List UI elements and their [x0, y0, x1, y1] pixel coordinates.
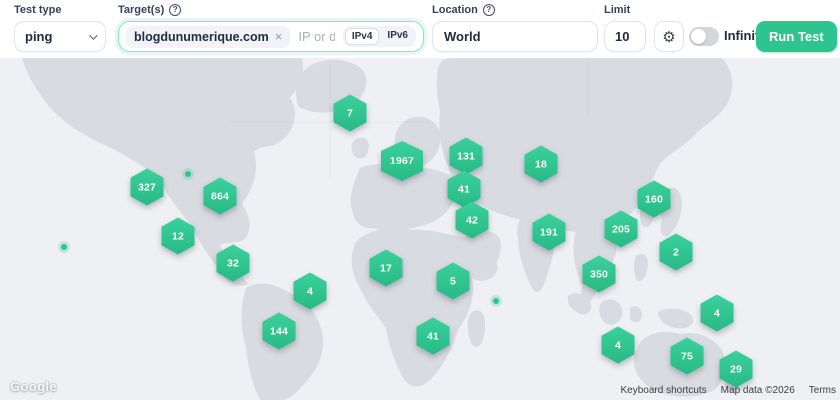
probe-count: 1967 — [381, 141, 423, 181]
target-label: Target(s) ? — [118, 3, 424, 17]
location-value: World — [444, 29, 481, 44]
location-label-text: Location — [432, 4, 478, 16]
target-input[interactable]: blogdunumerique.com × IP or domain IPv4 … — [118, 21, 424, 52]
probe-count: 41 — [416, 317, 450, 355]
limit-label: Limit — [604, 4, 631, 16]
probe-marker[interactable]: 2 — [659, 233, 693, 271]
probe-marker[interactable]: 75 — [670, 337, 704, 375]
test-toolbar: Test type ping Target(s) ? blogdunumeriq… — [0, 0, 840, 58]
probe-count: 12 — [161, 217, 195, 255]
probe-marker[interactable]: 4 — [601, 326, 635, 364]
probe-count: 29 — [719, 350, 753, 388]
probe-marker[interactable]: 144 — [262, 312, 296, 350]
google-logo: Google — [10, 379, 58, 394]
probe-marker[interactable]: 12 — [161, 217, 195, 255]
ip-version-badges: IPv4 IPv6 — [342, 26, 416, 47]
probe-marker[interactable]: 29 — [719, 350, 753, 388]
probe-marker[interactable]: 4 — [293, 272, 327, 310]
location-field: Location ? World — [432, 3, 598, 52]
map-data-text: Map data ©2026 — [720, 385, 795, 396]
probe-count: 32 — [216, 244, 250, 282]
test-type-select[interactable]: ping — [14, 21, 106, 52]
help-icon[interactable]: ? — [482, 4, 495, 16]
probe-count: 17 — [369, 249, 403, 287]
probe-marker[interactable]: 191 — [532, 213, 566, 251]
test-type-label: Test type — [14, 4, 62, 16]
target-label-text: Target(s) — [118, 4, 165, 16]
probe-count: 144 — [262, 312, 296, 350]
probe-count: 160 — [637, 180, 671, 218]
probe-marker[interactable]: 350 — [582, 255, 616, 293]
close-icon[interactable]: × — [274, 29, 283, 44]
probe-marker[interactable]: 18 — [524, 145, 558, 183]
ipv4-badge[interactable]: IPv4 — [344, 28, 380, 45]
probe-count: 42 — [455, 201, 489, 239]
settings-button[interactable]: ⚙ — [654, 21, 684, 52]
probe-marker[interactable]: 160 — [637, 180, 671, 218]
probe-count: 2 — [659, 233, 693, 271]
probe-marker[interactable]: 1967 — [381, 141, 423, 181]
probe-count: 350 — [582, 255, 616, 293]
run-test-button[interactable]: Run Test — [756, 21, 837, 52]
terms-link[interactable]: Terms — [808, 385, 836, 396]
probe-count: 5 — [436, 262, 470, 300]
target-placeholder: IP or domain — [298, 29, 335, 44]
location-label: Location ? — [432, 3, 598, 17]
infinite-toggle[interactable] — [689, 27, 719, 46]
probe-marker[interactable]: 864 — [203, 177, 237, 215]
toggle-knob — [691, 29, 706, 44]
test-type-value: ping — [25, 29, 53, 44]
probe-count: 205 — [604, 210, 638, 248]
probe-marker[interactable]: 7 — [333, 94, 367, 132]
probe-count: 864 — [203, 177, 237, 215]
probe-count: 75 — [670, 337, 704, 375]
limit-field: Limit 10 — [604, 3, 646, 52]
probe-count: 4 — [601, 326, 635, 364]
target-field: Target(s) ? blogdunumerique.com × IP or … — [118, 3, 424, 52]
target-tag-text: blogdunumerique.com — [134, 29, 269, 44]
probe-marker[interactable]: 4 — [700, 294, 734, 332]
probe-count: 327 — [130, 168, 164, 206]
probe-count: 41 — [447, 170, 481, 208]
probe-count: 4 — [700, 294, 734, 332]
probe-count: 191 — [532, 213, 566, 251]
probe-count: 18 — [524, 145, 558, 183]
limit-value: 10 — [615, 29, 630, 44]
limit-input[interactable]: 10 — [604, 21, 646, 52]
probe-marker[interactable]: 205 — [604, 210, 638, 248]
probe-marker[interactable]: 32 — [216, 244, 250, 282]
world-map[interactable]: 327 864 12 32 4 144 7 1967 131 41 42 17 5 41 18 191 350 2… — [0, 58, 840, 400]
target-tag[interactable]: blogdunumerique.com × — [126, 25, 291, 48]
probe-count: 4 — [293, 272, 327, 310]
chevron-down-icon — [89, 30, 98, 40]
probe-marker[interactable]: 42 — [455, 201, 489, 239]
probe-dot[interactable] — [61, 244, 67, 250]
help-icon[interactable]: ? — [169, 4, 182, 16]
probe-marker[interactable]: 41 — [447, 170, 481, 208]
probe-marker[interactable]: 131 — [449, 137, 483, 175]
ipv6-badge[interactable]: IPv6 — [387, 30, 408, 41]
keyboard-shortcuts-link[interactable]: Keyboard shortcuts — [620, 385, 707, 396]
probe-count: 7 — [333, 94, 367, 132]
test-type-field: Test type ping — [14, 3, 106, 52]
infinite-label: Infinite — [724, 28, 767, 43]
probe-marker[interactable]: 41 — [416, 317, 450, 355]
map-attribution: Keyboard shortcuts Map data ©2026 Terms — [621, 385, 837, 396]
probe-dot[interactable] — [185, 171, 191, 177]
probe-dot[interactable] — [493, 298, 499, 304]
location-input[interactable]: World — [432, 21, 598, 52]
probe-marker[interactable]: 327 — [130, 168, 164, 206]
probe-count: 131 — [449, 137, 483, 175]
probe-marker[interactable]: 5 — [436, 262, 470, 300]
probe-marker[interactable]: 17 — [369, 249, 403, 287]
gear-icon: ⚙ — [662, 28, 676, 46]
